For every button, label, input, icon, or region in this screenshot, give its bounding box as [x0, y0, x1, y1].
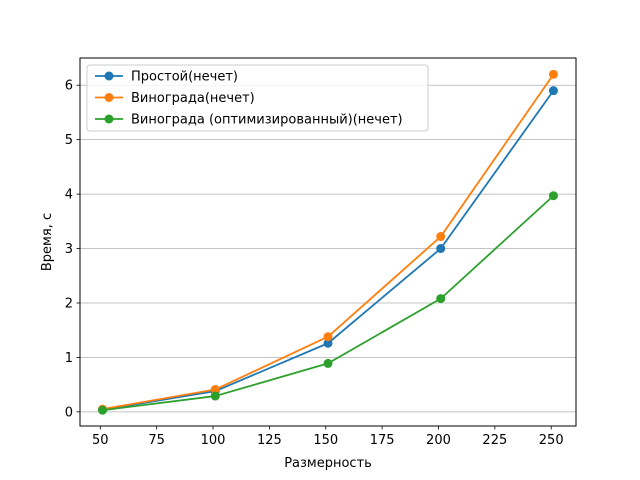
y-axis: 0 1 2 3 4 5 6 — [65, 79, 80, 420]
legend-marker — [104, 114, 114, 124]
data-point — [548, 86, 558, 96]
x-tick-label: 250 — [539, 433, 564, 448]
data-point — [548, 69, 558, 79]
data-point — [548, 191, 558, 201]
plot-frame — [79, 57, 577, 427]
grid — [80, 84, 576, 413]
legend-entry: Винограда (оптимизированный)(нечет) — [131, 113, 403, 128]
x-axis: 50 75 100 125 150 175 200 225 250 — [92, 426, 564, 448]
x-axis-label: Размерность — [284, 456, 372, 471]
data-point — [436, 244, 446, 254]
x-tick-label: 150 — [313, 433, 338, 448]
data-point — [436, 294, 446, 304]
y-tick-label: 2 — [65, 296, 73, 311]
legend-entry: Винограда(нечет) — [131, 91, 255, 106]
data-point — [323, 332, 333, 342]
data-point — [210, 385, 220, 395]
data-point — [323, 358, 333, 368]
y-tick-label: 6 — [65, 79, 73, 94]
y-tick-label: 3 — [65, 242, 73, 257]
x-tick-label: 225 — [482, 433, 507, 448]
legend-marker — [104, 93, 114, 102]
y-tick-label: 4 — [65, 188, 73, 203]
y-axis-label: Время, с — [40, 213, 55, 271]
x-tick-label: 75 — [148, 433, 165, 448]
series-3 — [98, 191, 558, 415]
legend-entry: Простой(нечет) — [131, 70, 238, 85]
data-point — [323, 338, 333, 348]
x-tick-label: 50 — [92, 433, 109, 448]
legend-box — [86, 64, 429, 132]
y-tick-label: 1 — [65, 351, 73, 366]
x-tick-label: 100 — [201, 433, 226, 448]
legend-marker — [104, 71, 114, 81]
y-tick-label: 0 — [65, 405, 73, 420]
y-tick-label: 5 — [65, 133, 73, 148]
data-point — [98, 405, 108, 415]
data-point — [210, 391, 220, 401]
x-tick-label: 175 — [370, 433, 395, 448]
series-group — [98, 69, 558, 415]
data-point — [436, 232, 446, 242]
legend: Простой(нечет) Винограда(нечет) Винограда … — [86, 64, 429, 132]
x-tick-label: 125 — [257, 433, 282, 448]
x-tick-label: 200 — [426, 433, 451, 448]
